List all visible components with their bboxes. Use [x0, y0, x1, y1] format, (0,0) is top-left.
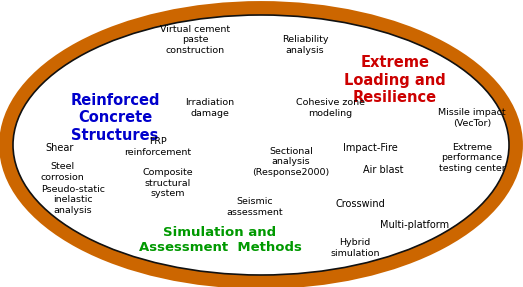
- Text: Extreme
performance
testing center: Extreme performance testing center: [439, 143, 505, 173]
- Text: Irradiation
damage: Irradiation damage: [186, 98, 234, 118]
- Text: Seismic
assessment: Seismic assessment: [226, 197, 283, 217]
- Text: Shear: Shear: [46, 143, 74, 153]
- Text: Simulation and
Assessment  Methods: Simulation and Assessment Methods: [139, 226, 301, 254]
- Text: Extreme
Loading and
Resilience: Extreme Loading and Resilience: [344, 55, 446, 105]
- Text: Sectional
analysis
(Response2000): Sectional analysis (Response2000): [253, 147, 329, 177]
- Text: Air blast: Air blast: [363, 165, 403, 175]
- Text: Reliability
analysis: Reliability analysis: [282, 35, 328, 55]
- Text: Cohesive zone
modeling: Cohesive zone modeling: [295, 98, 365, 118]
- Text: Multi-platform: Multi-platform: [380, 220, 450, 230]
- Text: Pseudo-static
inelastic
analysis: Pseudo-static inelastic analysis: [41, 185, 105, 215]
- Text: Missile impact
(VecTor): Missile impact (VecTor): [438, 108, 506, 128]
- Text: Crosswind: Crosswind: [335, 199, 385, 209]
- Text: Steel
corrosion: Steel corrosion: [40, 162, 84, 182]
- Text: Virtual cement
paste
construction: Virtual cement paste construction: [160, 25, 230, 55]
- Text: Composite
structural
system: Composite structural system: [143, 168, 194, 198]
- Text: Hybrid
simulation: Hybrid simulation: [330, 238, 380, 258]
- Text: FRP
reinforcement: FRP reinforcement: [124, 137, 191, 157]
- Text: Impact-Fire: Impact-Fire: [343, 143, 397, 153]
- Ellipse shape: [6, 8, 516, 282]
- Text: Reinforced
Concrete
Structures: Reinforced Concrete Structures: [70, 93, 160, 143]
